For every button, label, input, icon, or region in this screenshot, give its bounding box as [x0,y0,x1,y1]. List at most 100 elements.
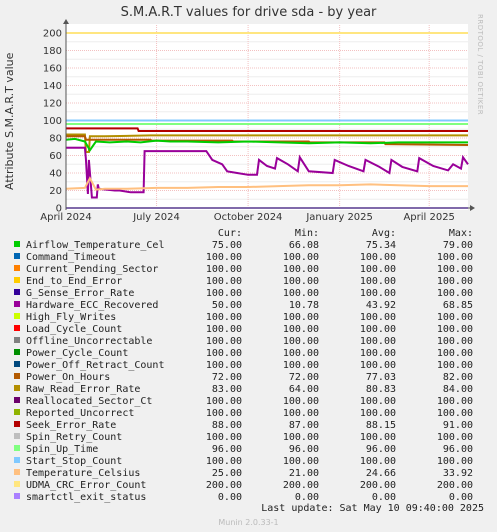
legend-cur-value: 100.00 [205,264,242,275]
legend-entry: Seek_Error_Rate [14,420,186,432]
chart-title: S.M.A.R.T values for drive sda - by year [120,5,377,20]
legend-row: Offline_Uncorrectable 100.00 100.00 100.00 1… [14,336,473,348]
legend-row: Load_Cycle_Count 100.00 100.00 100.00 100.00 [14,324,473,336]
legend-row: High_Fly_Writes 100.00 100.00 100.00 100.00 [14,312,473,324]
legend-cur-value: 100.00 [205,324,242,335]
legend-min-value: 100.00 [282,252,319,263]
legend-cur-value: 200.00 [205,480,242,491]
legend-row: Start_Stop_Count 100.00 100.00 100.00 100.00 [14,456,473,468]
legend-series-name: Current_Pending_Sector [26,264,159,275]
legend-header-min: Min: [294,228,319,239]
y-tick-label: 120 [43,99,62,110]
legend-cur-value: 100.00 [205,432,242,443]
legend-header-row: Cur: Min: Avg: Max: [14,228,473,240]
legend-series-name: Offline_Uncorrectable [26,336,153,347]
x-tick-labels: April 2024 July 2024 October 2024 January 2… [40,212,455,223]
legend-avg-value: 43.92 [365,300,396,311]
legend-swatch [14,385,20,391]
legend-avg-value: 100.00 [359,360,396,371]
legend-max-value: 100.00 [436,312,473,323]
legend-entry: Reallocated_Sector_Ct [14,396,186,408]
legend-swatch [14,241,20,247]
legend-min-value: 100.00 [282,348,319,359]
legend-avg-value: 100.00 [359,264,396,275]
legend-series-name: Spin_Up_Time [26,444,99,455]
series-lines [65,32,469,209]
legend-entry: Raw_Read_Error_Rate [14,384,186,396]
legend-swatch [14,373,20,379]
legend-min-value: 100.00 [282,432,319,443]
legend-row: smartctl_exit_status 0.00 0.00 0.00 0.00 [14,492,473,504]
x-tick-label: January 2025 [305,212,373,223]
y-tick-label: 160 [43,64,62,75]
legend-max-value: 100.00 [436,252,473,263]
legend-min-value: 100.00 [282,360,319,371]
legend-avg-value: 100.00 [359,348,396,359]
legend-row: Airflow_Temperature_Cel 75.00 66.08 75.34 79… [14,240,473,252]
legend-swatch [14,397,20,403]
legend-min-value: 100.00 [282,312,319,323]
legend-row: Spin_Up_Time 96.00 96.00 96.00 96.00 [14,444,473,456]
legend-min-value: 10.78 [288,300,319,311]
legend-avg-value: 100.00 [359,408,396,419]
legend-min-value: 21.00 [288,468,319,479]
legend-max-value: 96.00 [442,444,473,455]
legend-avg-value: 75.34 [365,240,396,251]
legend-entry: End_to_End_Error [14,276,186,288]
legend-series-name: smartctl_exit_status [26,492,147,503]
legend-avg-value: 100.00 [359,288,396,299]
legend-entry: Airflow_Temperature_Cel [14,240,186,252]
x-tick-label: October 2024 [214,212,283,223]
legend-row: Spin_Retry_Count 100.00 100.00 100.00 100.00 [14,432,473,444]
legend-max-value: 84.00 [442,384,473,395]
legend-cur-value: 100.00 [205,408,242,419]
series-line-airflow-temperature-cel [65,137,468,153]
legend-cur-value: 100.00 [205,396,242,407]
legend-swatch [14,433,20,439]
legend-cur-value: 100.00 [205,348,242,359]
legend-min-value: 0.00 [294,492,319,503]
legend-entry: Temperature_Celsius [14,468,186,480]
legend-min-value: 96.00 [288,444,319,455]
y-axis-arrow [63,19,69,24]
legend-min-value: 100.00 [282,336,319,347]
legend-max-value: 100.00 [436,456,473,467]
legend-series-name: Temperature_Celsius [26,468,141,479]
x-axis-arrow [470,205,475,211]
legend-swatch [14,421,20,427]
legend-row: Seek_Error_Rate 88.00 87.00 88.15 91.00 [14,420,473,432]
legend-swatch [14,265,20,271]
legend-row: Hardware_ECC_Recovered 50.00 10.78 43.92 68.… [14,300,473,312]
legend-row: Reported_Uncorrect 100.00 100.00 100.00 100.… [14,408,473,420]
legend-cur-value: 83.00 [211,384,242,395]
legend-min-value: 100.00 [282,324,319,335]
legend-avg-value: 100.00 [359,276,396,287]
legend-max-value: 33.92 [442,468,473,479]
x-tick-label: April 2024 [40,212,91,223]
legend-min-value: 72.00 [288,372,319,383]
legend-swatch [14,253,20,259]
legend-min-value: 64.00 [288,384,319,395]
legend-swatch [14,277,20,283]
legend-series-name: Seek_Error_Rate [26,420,117,431]
legend-series-name: Start_Stop_Count [26,456,123,467]
legend-avg-value: 100.00 [359,456,396,467]
legend-entry: G_Sense_Error_Rate [14,288,186,300]
legend-entry: Reported_Uncorrect [14,408,186,420]
legend-series-name: Power_On_Hours [26,372,111,383]
legend-row: End_to_End_Error 100.00 100.00 100.00 100.00 [14,276,473,288]
legend-entry: Spin_Up_Time [14,444,186,456]
legend-max-value: 82.00 [442,372,473,383]
legend-header-max: Max: [448,228,473,239]
legend-swatch [14,301,20,307]
legend-series-name: Power_Cycle_Count [26,348,129,359]
legend-cur-value: 0.00 [217,492,242,503]
legend-avg-value: 100.00 [359,312,396,323]
legend-swatch [14,337,20,343]
legend-row: Current_Pending_Sector 100.00 100.00 100.00… [14,264,473,276]
legend-row: Power_On_Hours 72.00 72.00 77.03 82.00 [14,372,473,384]
legend-series-name: Raw_Read_Error_Rate [26,384,141,395]
legend-max-value: 100.00 [436,336,473,347]
legend-series-name: Hardware_ECC_Recovered [26,300,159,311]
legend-max-value: 100.00 [436,264,473,275]
